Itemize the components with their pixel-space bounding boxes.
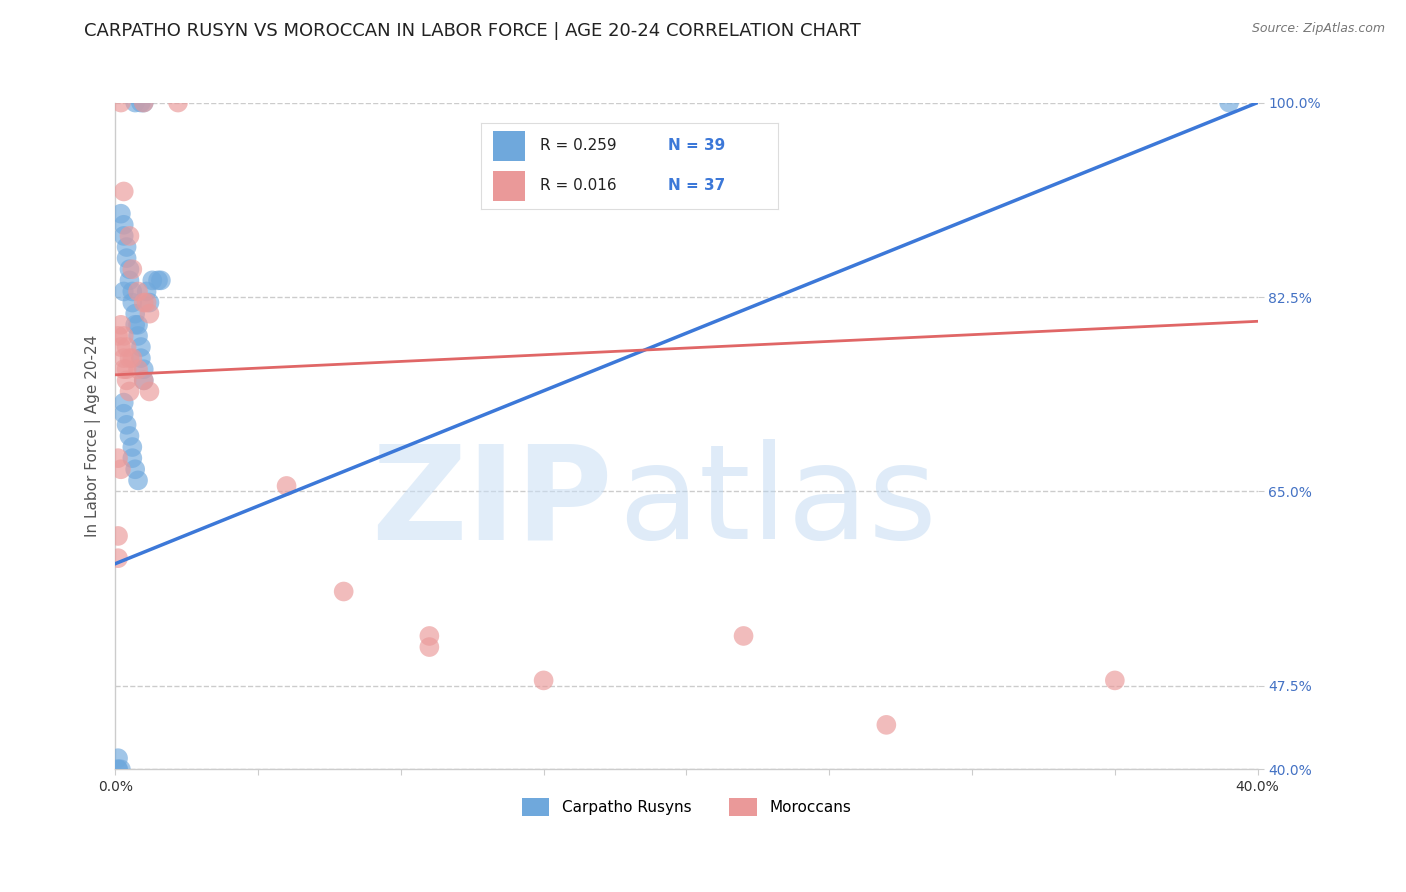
Point — [132, 373, 155, 387]
Point — [118, 262, 141, 277]
Point — [112, 351, 135, 366]
Point — [115, 340, 138, 354]
Point — [1104, 673, 1126, 688]
Point — [107, 551, 129, 566]
Point — [138, 295, 160, 310]
Point — [167, 95, 190, 110]
Point — [127, 362, 149, 376]
Point — [118, 384, 141, 399]
Point — [107, 451, 129, 466]
Point — [118, 351, 141, 366]
Point — [107, 751, 129, 765]
Point — [121, 285, 143, 299]
Point — [124, 307, 146, 321]
Text: CARPATHO RUSYN VS MOROCCAN IN LABOR FORCE | AGE 20-24 CORRELATION CHART: CARPATHO RUSYN VS MOROCCAN IN LABOR FORC… — [84, 22, 860, 40]
Point — [132, 295, 155, 310]
Point — [118, 273, 141, 287]
Point — [127, 474, 149, 488]
Point — [276, 479, 298, 493]
Point — [112, 362, 135, 376]
Point — [1218, 95, 1240, 110]
Point — [112, 407, 135, 421]
Point — [115, 417, 138, 432]
Point — [112, 185, 135, 199]
Point — [124, 95, 146, 110]
Point — [107, 329, 129, 343]
Point — [112, 228, 135, 243]
Point — [129, 351, 152, 366]
Point — [138, 384, 160, 399]
Point — [146, 273, 169, 287]
Point — [129, 340, 152, 354]
Point — [121, 440, 143, 454]
Point — [110, 462, 132, 476]
Point — [115, 251, 138, 265]
Point — [135, 295, 157, 310]
Point — [110, 95, 132, 110]
Point — [875, 718, 897, 732]
Point — [110, 207, 132, 221]
Point — [149, 273, 172, 287]
Point — [132, 362, 155, 376]
Point — [112, 285, 135, 299]
Point — [127, 329, 149, 343]
Point — [135, 285, 157, 299]
Point — [107, 529, 129, 543]
Point — [115, 240, 138, 254]
Point — [533, 673, 555, 688]
Point — [110, 762, 132, 776]
Point — [121, 262, 143, 277]
Point — [129, 95, 152, 110]
Point — [127, 318, 149, 332]
Point — [118, 429, 141, 443]
Point — [121, 295, 143, 310]
Text: ZIP: ZIP — [371, 439, 612, 566]
Point — [115, 362, 138, 376]
Point — [107, 762, 129, 776]
Point — [124, 318, 146, 332]
Point — [132, 373, 155, 387]
Point — [121, 351, 143, 366]
Point — [118, 228, 141, 243]
Point — [733, 629, 755, 643]
Point — [138, 307, 160, 321]
Point — [112, 329, 135, 343]
Point — [112, 395, 135, 409]
Y-axis label: In Labor Force | Age 20-24: In Labor Force | Age 20-24 — [86, 334, 101, 537]
Point — [132, 95, 155, 110]
Point — [132, 95, 155, 110]
Point — [112, 218, 135, 232]
Text: atlas: atlas — [617, 439, 936, 566]
Point — [121, 451, 143, 466]
Text: Source: ZipAtlas.com: Source: ZipAtlas.com — [1251, 22, 1385, 36]
Point — [110, 340, 132, 354]
Point — [115, 373, 138, 387]
Point — [107, 762, 129, 776]
Point — [418, 629, 440, 643]
Point — [124, 462, 146, 476]
Point — [141, 273, 163, 287]
Point — [332, 584, 354, 599]
Point — [418, 640, 440, 654]
Point — [110, 318, 132, 332]
Point — [127, 285, 149, 299]
Legend: Carpatho Rusyns, Moroccans: Carpatho Rusyns, Moroccans — [516, 792, 858, 822]
